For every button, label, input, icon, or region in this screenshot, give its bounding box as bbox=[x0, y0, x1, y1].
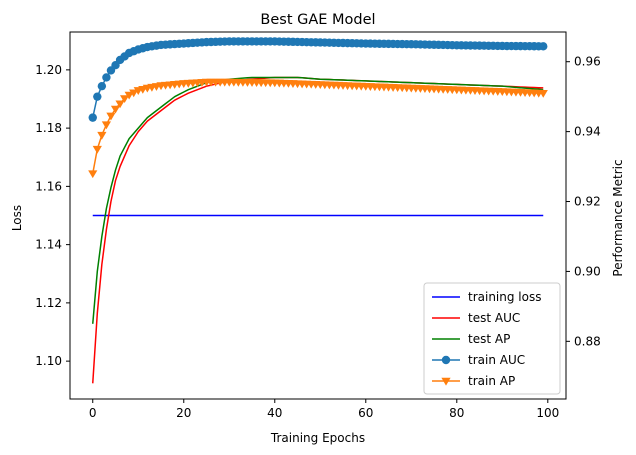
axes-frame bbox=[69, 31, 567, 400]
plot-area bbox=[88, 37, 548, 384]
legend-marker-train-AUC bbox=[441, 355, 451, 365]
train-AP-point-3 bbox=[101, 121, 112, 130]
train-AP-point-4 bbox=[106, 112, 116, 121]
x-tick-label: 60 bbox=[358, 406, 373, 420]
left-y-tick-label: 1.20 bbox=[35, 63, 62, 77]
x-tick-label: 40 bbox=[267, 406, 282, 420]
legend-label-train-AUC: train AUC bbox=[468, 353, 525, 367]
train-AP-point-0 bbox=[88, 170, 98, 179]
right-y-tick-label: 0.90 bbox=[574, 264, 601, 278]
left-y-tick-label: 1.16 bbox=[35, 179, 62, 193]
train-AP-point-8 bbox=[124, 91, 134, 100]
right-y-tick-label: 0.88 bbox=[574, 334, 601, 348]
legend-marker-train-AP bbox=[441, 377, 451, 386]
right-y-tick-label: 0.96 bbox=[574, 55, 601, 69]
legend-box bbox=[423, 282, 561, 395]
legend-label-train-AP: train AP bbox=[468, 374, 515, 388]
legend: training loss test AUC test AP train AUC tra… bbox=[423, 282, 561, 395]
train-AP-point-9 bbox=[129, 89, 139, 98]
x-tick-label: 0 bbox=[89, 406, 97, 420]
left-y-tick-label: 1.10 bbox=[35, 354, 62, 368]
axes-layer: 0 20 40 60 80 100 1.10 1.12 1.14 1.16 1.18 1.20 0.88… bbox=[35, 31, 601, 420]
train-AP-point-6 bbox=[115, 100, 125, 109]
right-y-tick-label: 0.92 bbox=[574, 195, 601, 209]
left-y-tick-label: 1.18 bbox=[35, 121, 62, 135]
train-AUC-point-99 bbox=[539, 42, 548, 51]
legend-label-test-AP: test AP bbox=[468, 332, 510, 346]
train-AP-point-99 bbox=[538, 89, 548, 98]
train-AP-point-5 bbox=[110, 105, 121, 114]
train-AUC-point-1 bbox=[93, 92, 102, 101]
series-line-test-AP bbox=[92, 76, 544, 324]
chart-title: Best GAE Model bbox=[260, 12, 375, 28]
train-AP-point-2 bbox=[97, 131, 107, 140]
legend-label-training-loss: training loss bbox=[468, 290, 541, 304]
right-y-axis-title: Performance Metric bbox=[611, 159, 625, 276]
left-y-tick-label: 1.12 bbox=[35, 296, 62, 310]
train-AUC-point-3 bbox=[102, 73, 111, 82]
train-AP-point-7 bbox=[120, 95, 130, 104]
train-AP-point-1 bbox=[92, 145, 102, 154]
x-tick-label: 80 bbox=[449, 406, 464, 420]
train-AUC-point-2 bbox=[97, 81, 107, 91]
x-tick-label: 20 bbox=[176, 406, 191, 420]
left-y-axis-title: Loss bbox=[10, 205, 24, 231]
x-tick-label: 100 bbox=[536, 406, 559, 420]
right-y-tick-label: 0.94 bbox=[574, 125, 601, 139]
train-AUC-point-0 bbox=[88, 113, 97, 122]
legend-label-test-AUC: test AUC bbox=[468, 311, 520, 325]
left-y-tick-label: 1.14 bbox=[35, 238, 62, 252]
x-axis-title: Training Epochs bbox=[270, 431, 365, 445]
